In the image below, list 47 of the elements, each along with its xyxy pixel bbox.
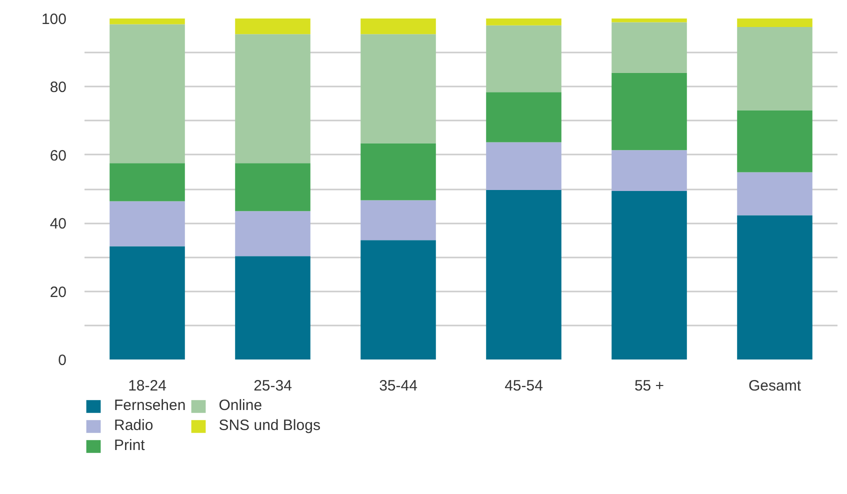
bar [110, 246, 185, 360]
y-tick-label: 40 [50, 216, 67, 233]
bar [360, 34, 436, 144]
legend-label: Online [218, 397, 262, 414]
x-tick-label: 18-24 [128, 378, 166, 394]
bar [612, 150, 687, 192]
bar [486, 190, 562, 360]
bar [110, 163, 185, 202]
y-tick-label: 0 [58, 352, 66, 369]
y-tick-label: 100 [41, 11, 67, 28]
bar [486, 18, 562, 26]
bar [235, 18, 310, 34]
legend-label: Fernsehen [114, 397, 186, 414]
bar [612, 191, 687, 360]
bar [612, 22, 687, 74]
bar [360, 18, 436, 34]
bar [737, 215, 812, 360]
bar [486, 142, 562, 190]
x-tick-label: 55 + [634, 378, 664, 394]
y-tick-label: 80 [50, 79, 67, 96]
bar [737, 27, 812, 110]
bar [110, 18, 185, 24]
legend-label: SNS und Blogs [218, 417, 320, 434]
bar [486, 92, 562, 142]
bar [737, 18, 812, 28]
y-tick-label: 20 [50, 284, 67, 301]
bar [360, 200, 436, 240]
bar [737, 110, 812, 172]
bar [235, 34, 310, 164]
bar [235, 256, 310, 360]
bar [360, 240, 436, 360]
y-tick-label: 60 [50, 147, 67, 164]
bar [486, 25, 562, 92]
legend-label: Print [114, 437, 145, 454]
bar [110, 24, 185, 164]
bar [612, 73, 687, 150]
bar [235, 163, 310, 212]
bar [235, 211, 310, 256]
legend-label: Radio [114, 417, 154, 434]
bar [737, 172, 812, 216]
x-tick-label: 25-34 [254, 378, 292, 394]
bar [110, 201, 185, 246]
x-tick-label: Gesamt [748, 378, 802, 394]
x-tick-label: 45-54 [504, 378, 543, 394]
bar [360, 143, 436, 200]
x-tick-label: 35-44 [379, 378, 418, 394]
bar [612, 18, 687, 22]
